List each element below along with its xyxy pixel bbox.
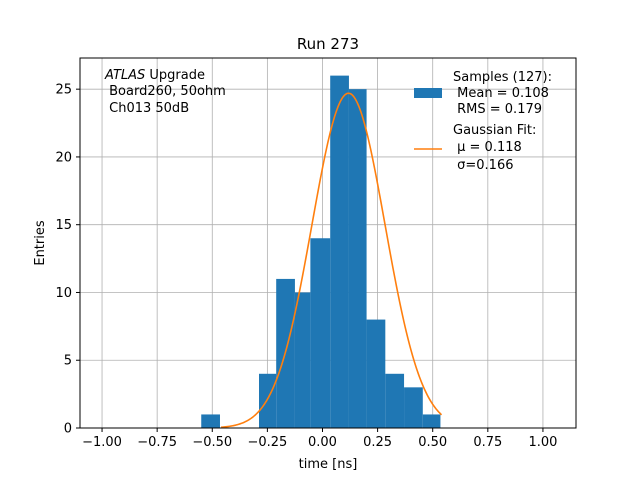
x-tick-label: −0.75 bbox=[137, 435, 177, 450]
annotation-atlas: ATLAS bbox=[104, 68, 145, 83]
x-tick-label: 0.50 bbox=[418, 435, 447, 450]
y-axis-label: Entries bbox=[33, 220, 48, 266]
histogram-bar bbox=[366, 319, 386, 428]
x-tick-label: 1.00 bbox=[528, 435, 557, 450]
y-tick-label: 0 bbox=[64, 422, 72, 437]
histogram-bar bbox=[310, 238, 331, 428]
histogram-bars bbox=[201, 75, 441, 429]
legend-samples-swatch bbox=[414, 88, 442, 98]
annotation-line-1: ATLAS Upgrade bbox=[104, 68, 205, 83]
x-tick-label: 0.75 bbox=[473, 435, 502, 450]
x-axis-ticks: −1.00 −0.75 −0.50 −0.25 0.00 0.25 0.50 0.75 1.00 bbox=[82, 428, 557, 450]
histogram-bar bbox=[330, 75, 349, 428]
histogram-bar bbox=[404, 387, 423, 428]
y-axis-ticks: 0 5 10 15 20 25 bbox=[55, 83, 80, 437]
histogram-bar bbox=[385, 373, 405, 428]
x-tick-label: −0.50 bbox=[192, 435, 232, 450]
y-tick-label: 20 bbox=[55, 150, 72, 165]
annotation: ATLAS Upgrade Board260, 50ohm Ch013 50dB bbox=[104, 68, 226, 116]
plot-frame bbox=[79, 57, 577, 429]
x-axis-label: time [ns] bbox=[299, 457, 358, 472]
legend-samples-title: Samples (127): bbox=[453, 70, 552, 85]
histogram-bar bbox=[259, 373, 277, 428]
x-tick-label: −1.00 bbox=[82, 435, 122, 450]
y-tick-label: 5 bbox=[64, 354, 72, 369]
legend: Samples (127): Mean = 0.108 RMS = 0.179 … bbox=[414, 70, 552, 173]
x-tick-label: −0.25 bbox=[247, 435, 287, 450]
y-tick-label: 25 bbox=[55, 83, 72, 98]
x-tick-label: 0.25 bbox=[363, 435, 392, 450]
y-tick-label: 15 bbox=[55, 218, 72, 233]
histogram-bar bbox=[201, 414, 220, 428]
legend-fit-sigma: σ=0.166 bbox=[453, 158, 513, 173]
gaussian-fit-curve bbox=[221, 92, 443, 429]
histogram-bar bbox=[294, 292, 311, 428]
x-tick-label: 0.00 bbox=[308, 435, 337, 450]
legend-samples-rms: RMS = 0.179 bbox=[453, 102, 542, 117]
annotation-upgrade: Upgrade bbox=[145, 68, 205, 83]
histogram-bar bbox=[422, 414, 441, 428]
annotation-line-3: Ch013 50dB bbox=[105, 101, 189, 116]
chart-title: Run 273 bbox=[297, 35, 359, 53]
y-tick-label: 10 bbox=[55, 286, 72, 301]
annotation-line-2: Board260, 50ohm bbox=[105, 84, 226, 99]
histogram-bar bbox=[348, 89, 367, 429]
legend-fit-title: Gaussian Fit: bbox=[453, 123, 536, 138]
legend-fit-mu: μ = 0.118 bbox=[453, 140, 522, 155]
legend-samples-mean: Mean = 0.108 bbox=[453, 86, 549, 101]
